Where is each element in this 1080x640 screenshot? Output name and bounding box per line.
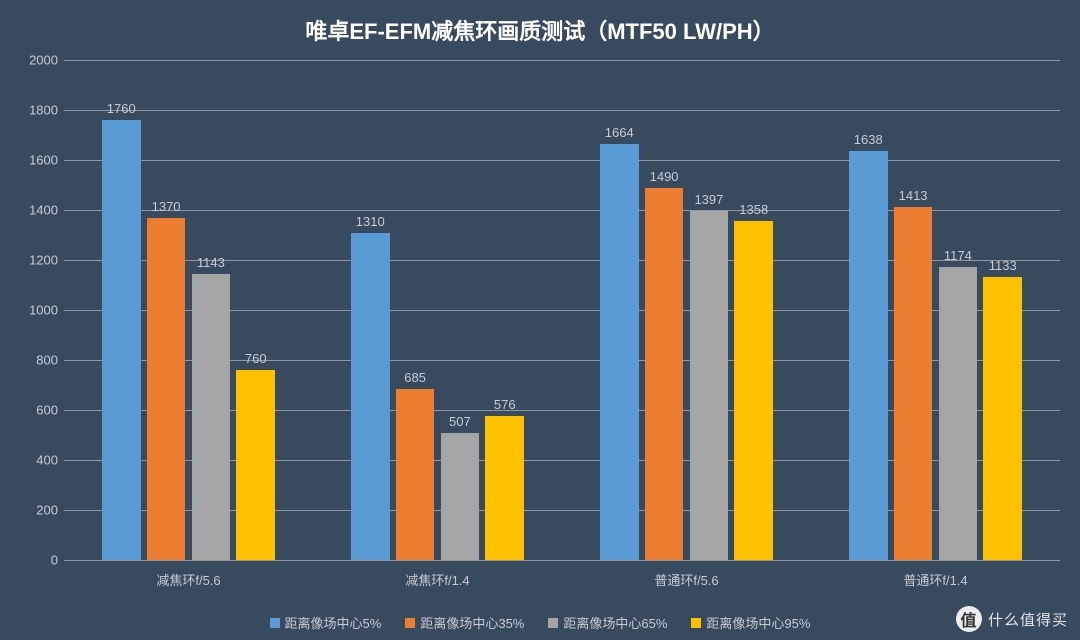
y-tick-label: 200	[12, 503, 58, 518]
bar-value-label: 1174	[944, 248, 972, 263]
y-tick-label: 600	[12, 403, 58, 418]
bar	[102, 120, 141, 560]
legend-label: 距离像场中心5%	[285, 613, 382, 632]
grid-line	[64, 60, 1060, 61]
bar	[734, 221, 773, 561]
watermark: 值 什么值得买	[956, 606, 1068, 632]
watermark-text: 什么值得买	[988, 609, 1068, 630]
chart-container: 唯卓EF-EFM减焦环画质测试（MTF50 LW/PH） 02004006008…	[0, 0, 1080, 640]
bar	[396, 389, 435, 560]
bar	[236, 370, 275, 560]
bar-value-label: 1638	[854, 132, 883, 147]
y-tick-label: 1800	[12, 103, 58, 118]
grid-line	[64, 110, 1060, 111]
watermark-badge: 值	[956, 606, 982, 632]
legend-label: 距离像场中心35%	[420, 613, 524, 632]
bar	[939, 267, 978, 561]
chart-title: 唯卓EF-EFM减焦环画质测试（MTF50 LW/PH）	[0, 14, 1080, 46]
grid-line	[64, 160, 1060, 161]
bar	[147, 218, 186, 561]
legend-item: 距离像场中心65%	[548, 613, 667, 632]
bar	[351, 233, 390, 561]
bar-value-label: 1133	[989, 258, 1017, 273]
bar-value-label: 1310	[356, 214, 385, 229]
bar	[983, 277, 1022, 560]
bar-value-label: 1143	[197, 255, 225, 270]
bar-value-label: 1760	[107, 101, 136, 116]
bar-value-label: 1397	[694, 192, 723, 207]
bar-value-label: 760	[245, 351, 267, 366]
legend-swatch	[548, 618, 558, 628]
legend-item: 距离像场中心5%	[270, 613, 382, 632]
y-tick-label: 2000	[12, 53, 58, 68]
legend-swatch	[270, 618, 280, 628]
legend-item: 距离像场中心35%	[405, 613, 524, 632]
legend-item: 距离像场中心95%	[691, 613, 810, 632]
legend: 距离像场中心5% 距离像场中心35% 距离像场中心65% 距离像场中心95%	[0, 613, 1080, 632]
bar	[600, 144, 639, 560]
legend-swatch	[691, 618, 701, 628]
grid-line	[64, 560, 1060, 561]
x-tick-label: 减焦环f/1.4	[313, 570, 562, 589]
bar	[192, 274, 231, 560]
plot-area: 0200400600800100012001400160018002000减焦环…	[64, 60, 1060, 560]
bar	[485, 416, 524, 560]
bar-value-label: 1413	[899, 188, 928, 203]
bar-value-label: 507	[449, 414, 471, 429]
y-tick-label: 1600	[12, 153, 58, 168]
legend-swatch	[405, 618, 415, 628]
y-tick-label: 1200	[12, 253, 58, 268]
x-tick-label: 普通环f/1.4	[811, 570, 1060, 589]
bar	[690, 211, 729, 560]
x-tick-label: 减焦环f/5.6	[64, 570, 313, 589]
bar-value-label: 576	[494, 397, 516, 412]
bar	[894, 207, 933, 560]
y-tick-label: 400	[12, 453, 58, 468]
bar	[441, 433, 480, 560]
y-tick-label: 1400	[12, 203, 58, 218]
y-tick-label: 1000	[12, 303, 58, 318]
bar	[645, 188, 684, 561]
bar	[849, 151, 888, 561]
bar-value-label: 1358	[739, 202, 768, 217]
bar-value-label: 685	[404, 370, 426, 385]
bar-value-label: 1490	[650, 169, 679, 184]
y-tick-label: 800	[12, 353, 58, 368]
legend-label: 距离像场中心65%	[563, 613, 667, 632]
bar-value-label: 1370	[152, 199, 181, 214]
legend-label: 距离像场中心95%	[706, 613, 810, 632]
x-tick-label: 普通环f/5.6	[562, 570, 811, 589]
y-tick-label: 0	[12, 553, 58, 568]
bar-value-label: 1664	[605, 125, 634, 140]
